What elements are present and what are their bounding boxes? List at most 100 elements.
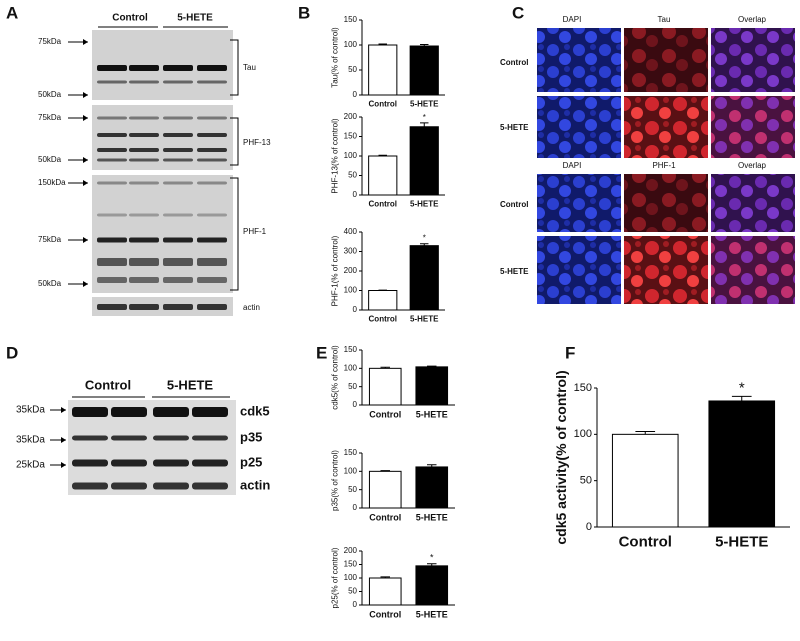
blot-band — [72, 459, 108, 467]
blot-band — [129, 133, 159, 137]
error-bar — [380, 470, 390, 472]
y-tick-label: 200 — [344, 112, 358, 121]
group-label: 5-HETE — [177, 13, 213, 24]
blot-band — [163, 148, 193, 152]
y-tick-label: 100 — [344, 363, 358, 372]
x-tick-label: 5-HETE — [410, 314, 439, 323]
bar — [368, 44, 398, 96]
blot-band — [197, 237, 227, 243]
protein-label: PHF-1 — [243, 227, 267, 236]
arrow-head — [83, 180, 88, 186]
marker-label: 50kDa — [38, 279, 62, 288]
y-tick-label: 0 — [353, 190, 358, 199]
blot-band — [129, 116, 159, 120]
y-tick-label: 50 — [348, 171, 357, 180]
blot-band — [192, 407, 228, 417]
panel-label: C — [512, 3, 524, 22]
y-axis-label: PHF-1(% of control) — [330, 235, 339, 306]
protein-label: p25 — [240, 454, 262, 469]
blot-band — [97, 158, 127, 162]
marker-label: 35kDa — [16, 435, 45, 446]
y-tick-label: 100 — [344, 286, 358, 295]
y-tick-label: 0 — [586, 521, 592, 533]
error-bar — [427, 365, 437, 367]
blot-band — [197, 258, 227, 266]
bracket — [230, 39, 239, 96]
y-tick-label: 100 — [344, 40, 358, 49]
blot-band — [72, 407, 108, 417]
blot-band — [129, 213, 159, 217]
blot-band — [97, 133, 127, 137]
blot-band — [163, 258, 193, 266]
y-tick-label: 0 — [353, 503, 358, 512]
y-tick-label: 150 — [344, 15, 358, 24]
blot-band — [197, 158, 227, 162]
blot-band — [197, 148, 227, 152]
blot-band — [129, 237, 159, 243]
panel-label: A — [6, 3, 18, 22]
significance-mark: * — [423, 113, 426, 122]
group-label: 5-HETE — [167, 377, 214, 392]
protein-label: PHF-13 — [243, 138, 271, 147]
y-tick-label: 50 — [348, 382, 357, 391]
y-tick-label: 0 — [353, 90, 358, 99]
column-header: Overlap — [738, 15, 767, 24]
blot-band — [111, 435, 147, 441]
bar — [409, 126, 439, 196]
bar — [415, 466, 449, 509]
charts: 0 50 100 150 Tau(% of control) Control 5-HETE 0… — [330, 15, 790, 619]
y-tick-label: 200 — [344, 546, 358, 555]
blot-band — [163, 237, 193, 243]
bar — [409, 245, 439, 311]
arrow-head — [83, 237, 88, 243]
y-axis-label: Tau(% of control) — [330, 27, 339, 88]
micrograph — [537, 28, 621, 92]
bar — [368, 290, 398, 311]
bar — [708, 400, 776, 528]
x-tick-label: Control — [369, 409, 401, 419]
blot-band — [163, 80, 193, 84]
y-tick-label: 200 — [344, 266, 358, 275]
error-bar — [635, 431, 656, 435]
protein-label: actin — [240, 477, 270, 492]
arrow-head — [61, 407, 66, 413]
blot-band — [111, 482, 147, 490]
micrograph — [711, 174, 795, 232]
blot-band — [192, 482, 228, 490]
blot-band — [197, 277, 227, 283]
arrow-head — [83, 281, 88, 287]
blot-band — [163, 133, 193, 137]
blot-band — [197, 116, 227, 120]
blot-band — [97, 116, 127, 120]
error-bar — [731, 395, 752, 401]
protein-label: p35 — [240, 429, 262, 444]
blot-band — [197, 181, 227, 185]
bracket — [230, 117, 239, 166]
panel-label: D — [6, 343, 18, 362]
micrograph — [537, 236, 621, 304]
y-tick-label: 100 — [344, 573, 358, 582]
blot-band — [97, 213, 127, 217]
protein-label: actin — [243, 303, 260, 312]
y-tick-label: 400 — [344, 227, 358, 236]
y-tick-label: 100 — [344, 151, 358, 160]
column-header: Tau — [658, 15, 671, 24]
y-axis-label: p25(% of control) — [330, 547, 339, 608]
micrograph — [711, 28, 795, 92]
significance-mark: * — [430, 552, 434, 562]
row-label: 5-HETE — [500, 267, 529, 276]
micrograph — [711, 236, 795, 304]
blot-band — [129, 258, 159, 266]
arrow-head — [83, 157, 88, 163]
blot-band — [97, 258, 127, 266]
y-tick-label: 100 — [344, 466, 358, 475]
blot-band — [72, 482, 108, 490]
micrograph — [624, 28, 708, 92]
blot-band — [163, 158, 193, 162]
x-tick-label: 5-HETE — [416, 512, 448, 522]
group-label: Control — [112, 13, 148, 24]
x-tick-label: 5-HETE — [410, 99, 439, 108]
blot-band — [97, 65, 127, 71]
blot-band — [192, 459, 228, 467]
y-tick-label: 150 — [574, 382, 592, 394]
